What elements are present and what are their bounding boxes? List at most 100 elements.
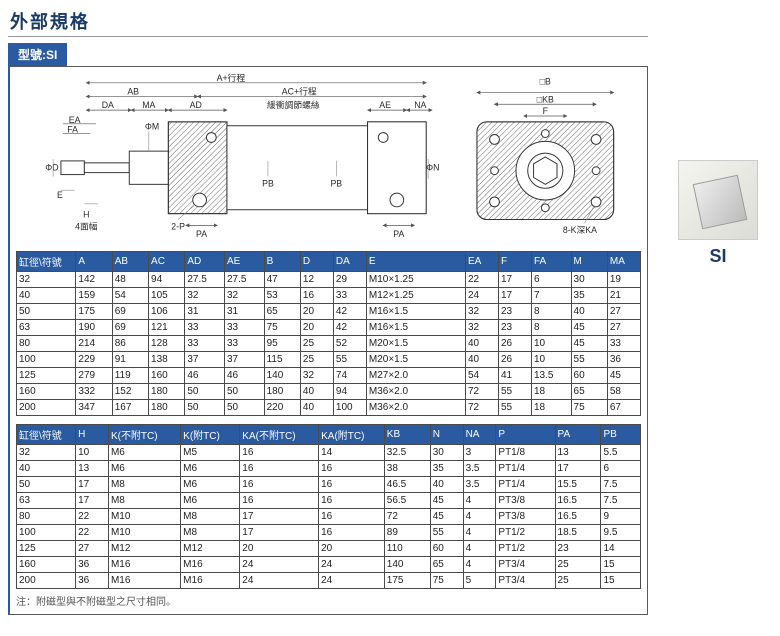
table-cell: 36 xyxy=(76,557,109,573)
table-cell: 138 xyxy=(149,352,185,368)
table-cell: 200 xyxy=(17,573,76,589)
table-cell: 32 xyxy=(300,368,333,384)
table-cell: 279 xyxy=(76,368,112,384)
table-row: 3210M6M5161432.5303PT1/8135.5 xyxy=(17,445,641,461)
table-cell: 9 xyxy=(601,509,641,525)
table-cell: 42 xyxy=(333,320,366,336)
col-header: D xyxy=(300,252,333,272)
table-cell: 3.5 xyxy=(463,477,496,493)
table-row: 12527M12M122020110604PT1/22314 xyxy=(17,541,641,557)
table-row: 40159541053232531633M12×1.25241773521 xyxy=(17,288,641,304)
table-cell: 159 xyxy=(76,288,112,304)
table-cell: 50 xyxy=(185,400,225,416)
table-cell: 33 xyxy=(185,320,225,336)
table-cell: 18.5 xyxy=(555,525,601,541)
table-cell: 12 xyxy=(300,272,333,288)
table-cell: 17 xyxy=(498,272,531,288)
table-cell: M10 xyxy=(108,509,180,525)
svg-text:PA: PA xyxy=(393,229,404,239)
table-cell: M16 xyxy=(181,557,240,573)
col-header: AC xyxy=(149,252,185,272)
table-row: 50175691063131652042M16×1.5322384027 xyxy=(17,304,641,320)
table-cell: 27.5 xyxy=(224,272,264,288)
col-header: AE xyxy=(224,252,264,272)
table-row: 1002299113837371152555M20×1.54026105536 xyxy=(17,352,641,368)
table-cell: 69 xyxy=(112,320,148,336)
table-cell: 22 xyxy=(76,509,109,525)
table-cell: M36×2.0 xyxy=(366,400,465,416)
table-cell: 86 xyxy=(112,336,148,352)
table-cell: 110 xyxy=(384,541,430,557)
col-header: AB xyxy=(112,252,148,272)
col-header: MA xyxy=(607,252,640,272)
table-cell: 47 xyxy=(264,272,300,288)
table-cell: 20 xyxy=(300,304,333,320)
table-cell: M8 xyxy=(181,525,240,541)
table-cell: M20×1.5 xyxy=(366,352,465,368)
table-cell: 17 xyxy=(76,477,109,493)
title-divider xyxy=(8,36,648,37)
table-cell: 31 xyxy=(185,304,225,320)
table-cell: 18 xyxy=(531,400,571,416)
table-cell: 27 xyxy=(607,304,640,320)
table-cell: PT1/2 xyxy=(496,525,555,541)
col-header: F xyxy=(498,252,531,272)
table-cell: M8 xyxy=(108,493,180,509)
svg-text:NA: NA xyxy=(414,100,426,110)
table-cell: 25 xyxy=(555,573,601,589)
table-cell: 125 xyxy=(17,541,76,557)
table-cell: 72 xyxy=(465,400,498,416)
table-cell: 32 xyxy=(465,304,498,320)
table-cell: 160 xyxy=(17,384,76,400)
table-row: 16036M16M162424140654PT3/42515 xyxy=(17,557,641,573)
table-cell: M6 xyxy=(108,445,180,461)
table-cell: 4 xyxy=(463,557,496,573)
table-cell: 30 xyxy=(430,445,463,461)
svg-text:MA: MA xyxy=(142,100,155,110)
table-cell: 35 xyxy=(430,461,463,477)
table-cell: M27×2.0 xyxy=(366,368,465,384)
table-cell: 32 xyxy=(17,445,76,461)
svg-text:AC+行程: AC+行程 xyxy=(282,86,317,97)
col-header: E xyxy=(366,252,465,272)
table-cell: 19 xyxy=(607,272,640,288)
table-cell: 50 xyxy=(17,477,76,493)
table-cell: 60 xyxy=(430,541,463,557)
table-cell: 152 xyxy=(112,384,148,400)
svg-text:PB: PB xyxy=(330,178,342,188)
table-cell: 33 xyxy=(607,336,640,352)
col-header: PB xyxy=(601,425,641,445)
diagram-container: A+行程 AB AC+行程 DA MA AD 緩衝調節螺絲 AE NA xyxy=(8,66,648,615)
table-cell: 21 xyxy=(607,288,640,304)
footnote: 注：附磁型與不附磁型之尺寸相同。 xyxy=(16,593,641,608)
col-header: K(不附TC) xyxy=(108,425,180,445)
table-cell: 10 xyxy=(76,445,109,461)
table-row: 8022M10M8171672454PT3/816.59 xyxy=(17,509,641,525)
table-cell: 26 xyxy=(498,336,531,352)
table-cell: 30 xyxy=(571,272,607,288)
technical-diagram: A+行程 AB AC+行程 DA MA AD 緩衝調節螺絲 AE NA xyxy=(16,71,641,243)
table-cell: 16 xyxy=(240,461,319,477)
col-header: FA xyxy=(531,252,571,272)
col-header: B xyxy=(264,252,300,272)
table-cell: 6 xyxy=(531,272,571,288)
table-cell: 50 xyxy=(185,384,225,400)
table-row: 6317M8M6161656.5454PT3/816.57.5 xyxy=(17,493,641,509)
col-header: AD xyxy=(185,252,225,272)
table-cell: 16.5 xyxy=(555,493,601,509)
table-cell: 7.5 xyxy=(601,493,641,509)
table-cell: 45 xyxy=(430,493,463,509)
table-cell: 48 xyxy=(112,272,148,288)
table-cell: 180 xyxy=(264,384,300,400)
table-cell: 75 xyxy=(430,573,463,589)
table-cell: 63 xyxy=(17,493,76,509)
table-cell: M8 xyxy=(181,509,240,525)
svg-text:4面幅: 4面幅 xyxy=(75,220,98,231)
svg-text:DA: DA xyxy=(102,100,114,110)
table-cell: 32 xyxy=(185,288,225,304)
page-title: 外部規格 xyxy=(10,8,648,34)
col-header: 缸徑\符號 xyxy=(17,425,76,445)
table-cell: 65 xyxy=(571,384,607,400)
table-cell: 54 xyxy=(112,288,148,304)
table-cell: 115 xyxy=(264,352,300,368)
